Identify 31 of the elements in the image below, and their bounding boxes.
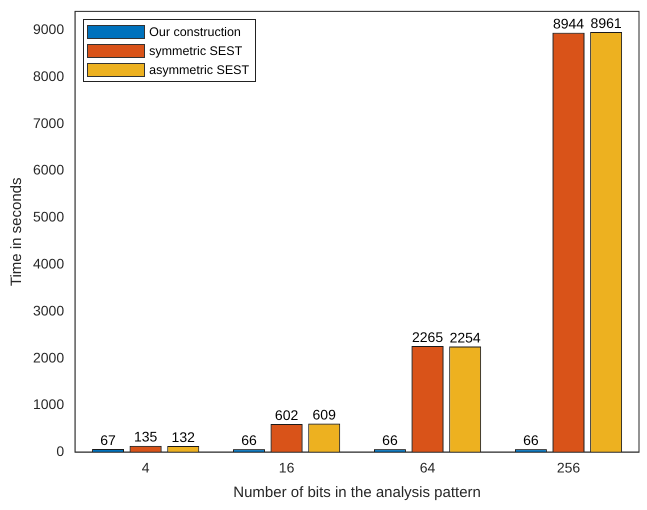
y-tick-label: 2000 — [32, 349, 64, 366]
data-label: 602 — [274, 406, 298, 423]
data-label: 2254 — [450, 329, 481, 346]
data-label: 67 — [100, 432, 116, 448]
y-tick-label: 1000 — [32, 396, 64, 412]
data-label: 135 — [134, 428, 158, 445]
data-label: 8944 — [552, 16, 584, 32]
data-label: 8961 — [590, 14, 622, 31]
y-tick-label: 5000 — [32, 208, 64, 225]
y-tick-label: 0 — [56, 443, 64, 460]
x-axis-title: Number of bits in the analysis pattern — [233, 484, 481, 502]
y-tick-label: 6000 — [32, 162, 64, 178]
data-label: 132 — [172, 428, 196, 445]
data-label: 66 — [382, 432, 398, 448]
data-label: 66 — [523, 432, 539, 448]
y-tick-label: 9000 — [32, 21, 64, 38]
legend-label: Our construction — [149, 24, 241, 39]
y-tick-label: 7000 — [32, 114, 64, 131]
legend-label: asymmetric SEST — [149, 62, 250, 77]
x-tick-label: 16 — [278, 459, 295, 476]
y-tick-label: 4000 — [32, 255, 64, 272]
data-label: 2265 — [412, 328, 444, 345]
x-tick-label: 256 — [556, 459, 580, 476]
data-label: 66 — [241, 432, 257, 448]
x-tick-label: 4 — [142, 459, 150, 476]
data-label: 609 — [312, 406, 336, 422]
y-tick-label: 3000 — [32, 302, 64, 318]
x-tick-label: 64 — [420, 459, 436, 476]
y-tick-label: 8000 — [32, 68, 64, 84]
y-axis-title: Time in seconds — [8, 177, 26, 286]
legend-label: symmetric SEST — [149, 44, 242, 58]
